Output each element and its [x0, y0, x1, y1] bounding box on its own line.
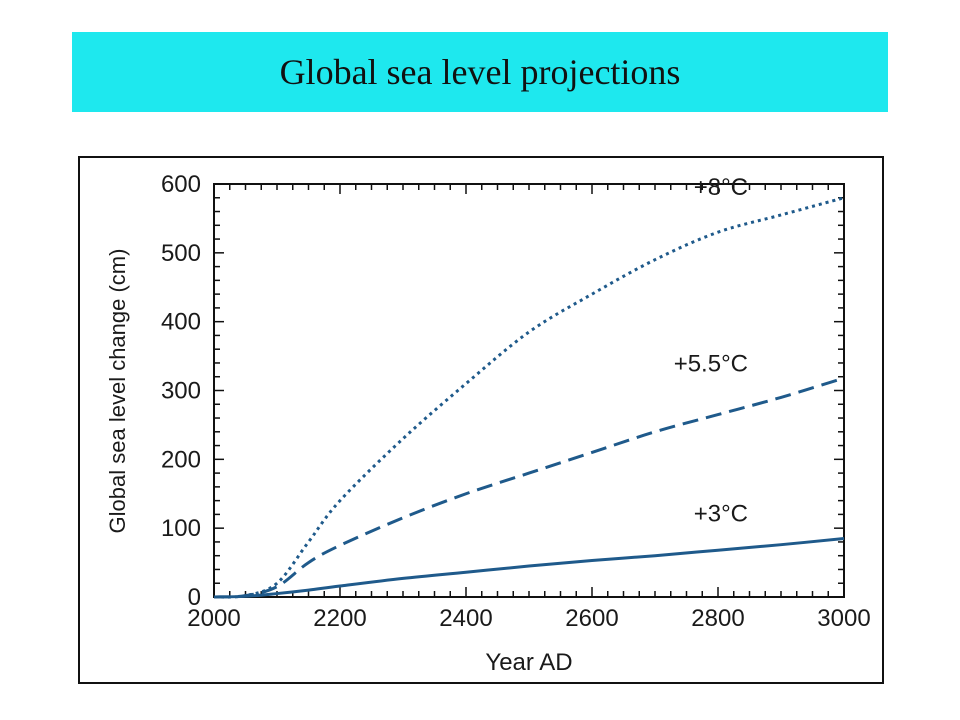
x-tick-label: 2200: [313, 605, 366, 632]
x-tick-label: 2000: [187, 605, 240, 632]
y-tick-label: 300: [161, 378, 201, 405]
series-line-dashed: [213, 376, 845, 599]
tick-marks: [213, 183, 845, 598]
x-tick-label: 2600: [565, 605, 618, 632]
series-label: +5.5°C: [674, 351, 748, 378]
y-tick-labels: 0 100 200 300 400 500 600: [161, 171, 201, 611]
x-tick-label: 2800: [691, 605, 744, 632]
page-title: Global sea level projections: [279, 52, 681, 92]
x-tick-label: 3000: [817, 605, 870, 632]
title-banner: Global sea level projections: [72, 32, 888, 112]
y-axis-label: Global sea level change (cm): [105, 249, 130, 534]
y-tick-label: 400: [161, 309, 201, 336]
plot-area: [213, 183, 845, 598]
series-label: +8°C: [694, 174, 748, 201]
x-tick-labels: 2000 2200 2400 2600 2800 3000: [187, 605, 870, 632]
x-tick-label: 2400: [439, 605, 492, 632]
y-tick-label: 500: [161, 240, 201, 267]
x-axis-label: Year AD: [485, 649, 572, 676]
series-labels: +3°C +5.5°C +8°C: [674, 174, 748, 528]
series-lines: [213, 196, 845, 599]
series-label: +3°C: [694, 501, 748, 528]
y-tick-label: 100: [161, 515, 201, 542]
y-tick-label: 200: [161, 446, 201, 473]
y-tick-label: 600: [161, 171, 201, 198]
series-line-dotted: [213, 196, 845, 599]
series-line-solid: [213, 536, 845, 599]
y-tick-label: 0: [188, 584, 201, 611]
